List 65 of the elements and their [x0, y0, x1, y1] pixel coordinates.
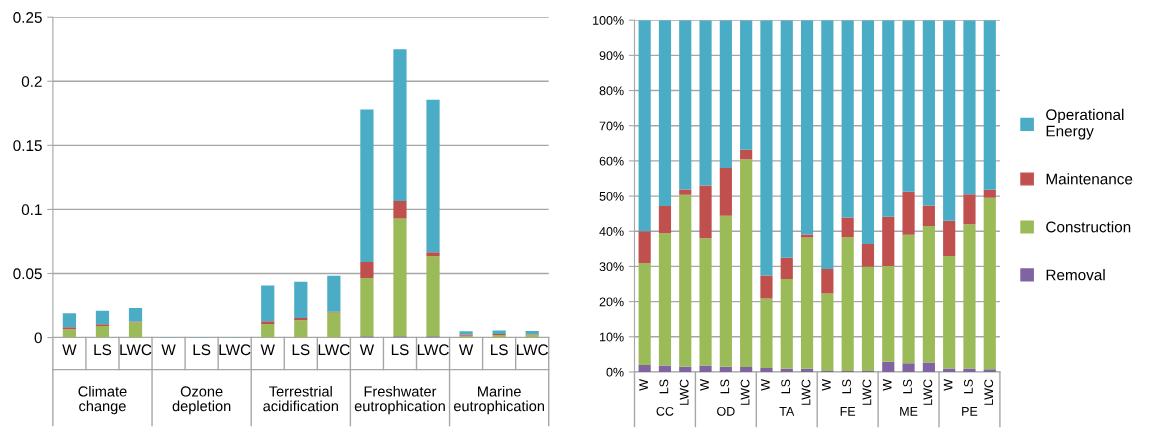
x-tick-label: LWC [219, 344, 251, 356]
y-tick-label: 90% [599, 51, 624, 61]
x-tick-label: LS [391, 344, 409, 356]
legend-label: Maintenance [1046, 173, 1133, 185]
text: TA [779, 407, 795, 416]
y-tick-label: 80% [599, 86, 624, 96]
x-tick-label: W [700, 379, 709, 391]
x-tick-label: W [943, 379, 953, 391]
x-tick-label: LS [94, 344, 112, 356]
y-tick-label: 50% [599, 191, 624, 201]
y-tick-label: 0.05 [13, 268, 42, 280]
text: FE [840, 407, 856, 416]
legend-label: Removal [1046, 269, 1105, 281]
text: Marine eutrophication [453, 385, 545, 415]
x-tick-label: LWC [417, 344, 449, 356]
x-tick-label: W [62, 344, 77, 356]
text: Climate change [78, 385, 127, 415]
x-tick-label: LWC [923, 379, 933, 405]
x-tick-label: W [822, 379, 831, 391]
x-tick-label: W [882, 379, 892, 391]
text: PE [962, 407, 978, 416]
text: Freshwater eutrophication [354, 385, 445, 415]
text: ME [900, 407, 918, 416]
x-tick-label: LS [193, 344, 211, 356]
y-tick-label: 30% [599, 262, 624, 272]
y-tick-label: 60% [599, 156, 624, 166]
y-tick-label: 10% [600, 332, 624, 342]
x-tick-label: LS [292, 344, 310, 356]
y-tick-label: 40% [599, 227, 624, 236]
y-tick-label: 70% [599, 121, 624, 131]
x-tick-label: W [761, 379, 770, 391]
legend-label: Operational Energy [1046, 108, 1124, 140]
x-tick-label: LWC [679, 379, 689, 405]
x-tick-label: LS [903, 379, 912, 394]
x-tick-label: LS [781, 379, 791, 394]
x-tick-label: LWC [984, 379, 994, 405]
x-tick-label: W [359, 344, 375, 356]
x-tick-label: LWC [862, 379, 872, 405]
x-tick-label: LS [491, 344, 508, 356]
x-tick-label: LWC [740, 379, 750, 405]
legend-label: Construction [1046, 221, 1131, 233]
text: CC [656, 406, 674, 416]
y-tick-label: 0.25 [13, 12, 42, 23]
text: Terrestrial acidification [263, 385, 338, 412]
x-tick-label: W [161, 344, 176, 356]
x-tick-label: W [260, 344, 275, 356]
text: Ozone depletion [172, 386, 231, 415]
y-tick-label: 0 [34, 332, 42, 344]
x-tick-label: LWC [120, 344, 152, 356]
x-tick-label: LWC [517, 344, 549, 356]
x-tick-label: LS [842, 379, 852, 394]
x-tick-label: LS [963, 379, 973, 394]
y-tick-label: 0% [606, 367, 624, 377]
y-tick-label: 0.1 [21, 204, 42, 216]
text: OD [717, 406, 735, 416]
x-tick-label: W [639, 379, 648, 391]
x-tick-label: LWC [318, 344, 350, 356]
x-tick-label: W [458, 344, 474, 356]
x-tick-label: LWC [801, 379, 811, 405]
x-tick-label: LS [659, 379, 669, 394]
y-tick-label: 0.15 [13, 140, 42, 152]
y-tick-label: 100% [593, 16, 624, 25]
y-tick-label: 20% [599, 297, 624, 307]
x-tick-label: LS [720, 379, 730, 394]
y-tick-label: 0.2 [21, 76, 42, 87]
